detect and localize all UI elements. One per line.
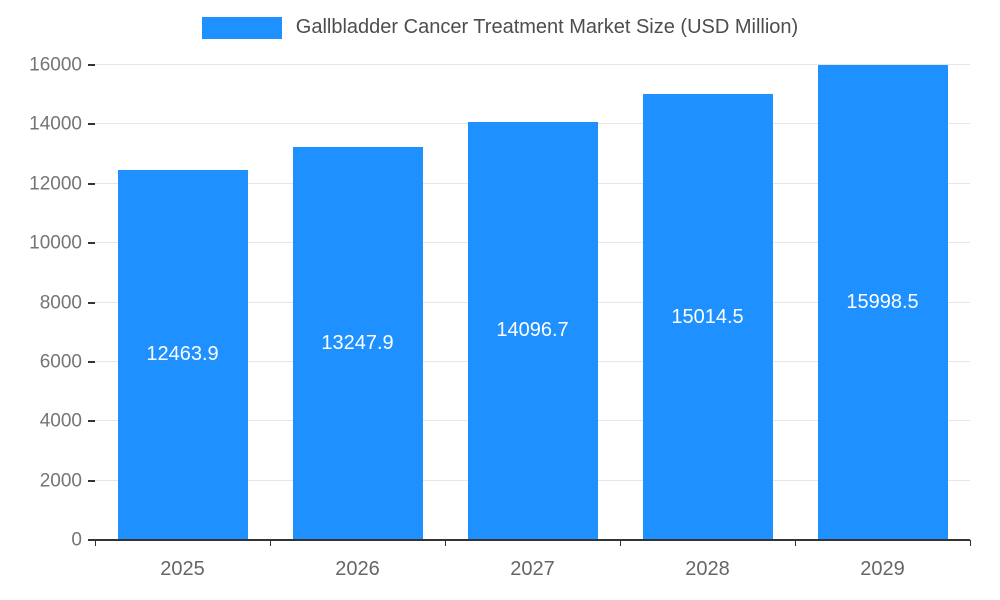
x-axis-label: 2026 [335,558,380,580]
x-axis-tick-mark [445,540,446,546]
gridline [95,64,970,65]
x-axis-tick-mark [795,540,796,546]
bar-2028: 15014.5 [642,94,773,540]
y-axis-tick-label: 12000 [29,173,82,195]
x-axis-label: 2027 [510,558,555,580]
y-axis-tick-mark [88,123,95,126]
x-axis-label: 2028 [685,558,730,580]
y-axis-tick-label: 6000 [39,351,82,373]
legend-color-swatch [201,16,282,39]
bar-value-label: 15014.5 [671,305,744,328]
y-axis-tick-label: 0 [71,529,82,551]
x-axis-tick-mark [95,540,96,546]
chart-legend: Gallbladder Cancer Treatment Market Size… [0,16,1000,39]
bar-value-label: 14096.7 [496,319,569,342]
x-axis-line [95,539,970,541]
x-axis-label: 2025 [160,558,205,580]
y-axis-tick-mark [88,420,95,423]
y-axis-tick-mark [88,539,95,541]
bar-2027: 14096.7 [467,121,598,540]
y-axis-tick-label: 14000 [29,113,82,135]
y-axis-tick-label: 10000 [29,232,82,254]
plot-area: 0 2000 4000 6000 8000 10000 12000 14000 16000 124… [29,56,971,580]
y-axis-tick-mark [88,360,95,363]
y-axis-tick-mark [88,479,95,482]
bar-2029: 15998.5 [817,65,948,540]
y-axis-tick-label: 8000 [39,292,82,313]
bar-2025: 12463.9 [117,169,248,540]
y-axis-tick-mark [88,64,95,66]
y-axis-tick-mark [88,242,95,245]
y-axis-tick-label: 4000 [39,410,82,432]
x-axis-tick-mark [970,540,971,546]
x-axis-label: 2029 [860,558,905,580]
bar-value-label: 15998.5 [846,291,919,314]
y-axis-tick-label: 2000 [39,470,82,492]
x-axis-tick-mark [620,540,621,546]
y-axis-tick-label: 16000 [29,54,82,76]
y-axis-tick-mark [88,182,95,185]
chart-title: Gallbladder Cancer Treatment Market Size… [295,16,799,38]
bar-2026: 13247.9 [292,146,423,540]
x-axis-tick-mark [270,540,271,546]
y-axis-tick-mark [88,301,95,304]
bar-value-label: 12463.9 [146,343,219,366]
bar-value-label: 13247.9 [321,331,394,354]
